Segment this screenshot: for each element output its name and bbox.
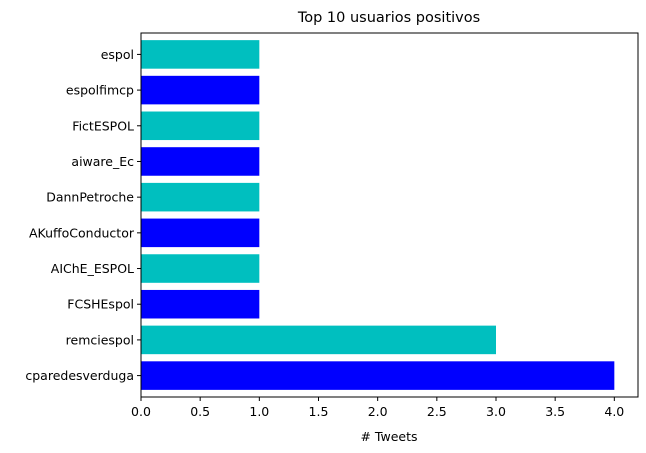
- x-tick-label: 3.5: [545, 404, 565, 419]
- y-axis: cparedesverduga remciespol FCSHEspol AIChE_…: [25, 47, 141, 383]
- bar-espol: [141, 40, 260, 69]
- bar-remciespol: [141, 325, 496, 355]
- y-tick-label: espolfimcp: [66, 83, 134, 98]
- x-tick-label: 0.0: [131, 404, 151, 419]
- y-tick-label: AKuffoConductor: [29, 225, 135, 240]
- x-axis-label: # Tweets: [360, 429, 417, 444]
- y-tick-label: aiware_Ec: [71, 154, 134, 169]
- bars-layer: [141, 40, 615, 390]
- plot-frame: [140, 32, 639, 398]
- bar-FCSHEspol: [141, 289, 260, 319]
- bar-espolfimcp: [141, 75, 260, 105]
- x-tick-label: 3.0: [486, 404, 506, 419]
- x-axis: 0.0 0.5 1.0 1.5 2.0 2.5 3.0 3.5 4.0: [131, 397, 624, 419]
- bar-AKuffoConductor: [141, 218, 260, 248]
- y-tick-label: remciespol: [66, 332, 134, 347]
- x-tick-label: 1.0: [249, 404, 269, 419]
- x-tick-label: 1.5: [309, 404, 329, 419]
- x-tick-label: 2.5: [427, 404, 447, 419]
- x-tick-label: 0.5: [190, 404, 210, 419]
- y-tick-label: DannPetroche: [46, 190, 134, 205]
- bar-AIChE_ESPOL: [141, 254, 260, 283]
- y-tick-label: FictESPOL: [72, 118, 134, 133]
- bar-DannPetroche: [141, 182, 260, 212]
- y-tick-label: espol: [101, 47, 134, 62]
- x-tick-label: 2.0: [368, 404, 388, 419]
- bar-aiware_Ec: [141, 147, 260, 176]
- chart-title: Top 10 usuarios positivos: [297, 10, 480, 26]
- y-tick-label: AIChE_ESPOL: [51, 261, 134, 276]
- y-tick-label: FCSHEspol: [67, 297, 134, 312]
- y-tick-label: cparedesverduga: [25, 368, 134, 383]
- x-tick-label: 4.0: [604, 404, 624, 419]
- bar-cparedesverduga: [141, 361, 615, 390]
- bar-FictESPOL: [141, 111, 260, 141]
